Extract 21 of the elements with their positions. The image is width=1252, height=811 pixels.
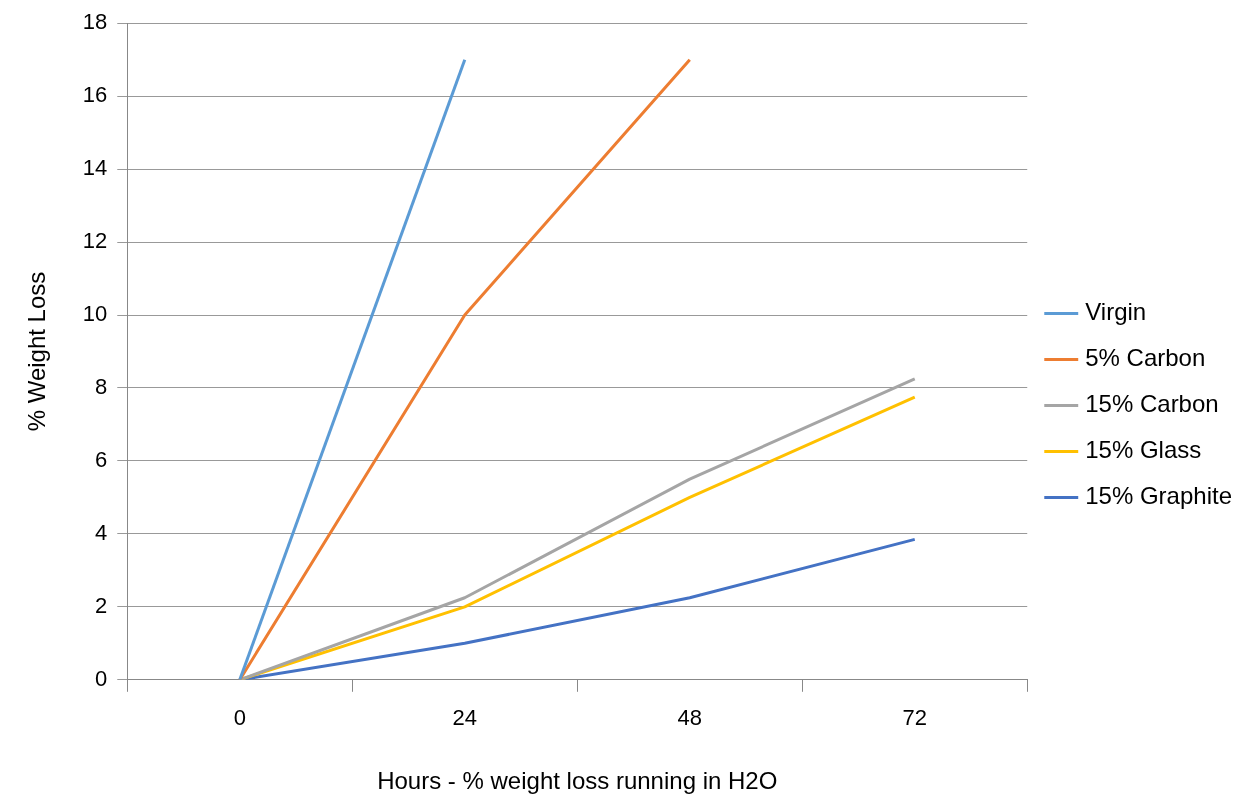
y-tick-label: 18 — [82, 9, 108, 35]
x-axis-title: Hours - % weight loss running in H2O — [377, 767, 778, 795]
x-tick-label: 0 — [233, 705, 246, 731]
legend-label: 15% Carbon — [1085, 390, 1219, 418]
y-axis-title: % Weight Loss — [23, 271, 51, 432]
y-tick-label: 16 — [82, 82, 108, 108]
legend-label: 15% Graphite — [1085, 482, 1233, 510]
y-tick-label: 4 — [95, 519, 108, 545]
legend-label: Virgin — [1085, 298, 1147, 326]
y-tick-label: 14 — [82, 155, 108, 181]
legend-label: 15% Glass — [1085, 436, 1202, 464]
y-tick-label: 12 — [82, 228, 108, 254]
y-tick-label: 8 — [95, 374, 108, 400]
legend-label: 5% Carbon — [1085, 344, 1206, 372]
y-tick-label: 0 — [95, 665, 108, 691]
x-tick-label: 48 — [677, 705, 702, 731]
y-tick-label: 2 — [95, 592, 108, 618]
x-tick-label: 24 — [452, 705, 477, 731]
y-tick-label: 6 — [95, 447, 108, 472]
x-tick-label: 72 — [902, 705, 927, 731]
y-tick-label: 10 — [82, 301, 108, 327]
